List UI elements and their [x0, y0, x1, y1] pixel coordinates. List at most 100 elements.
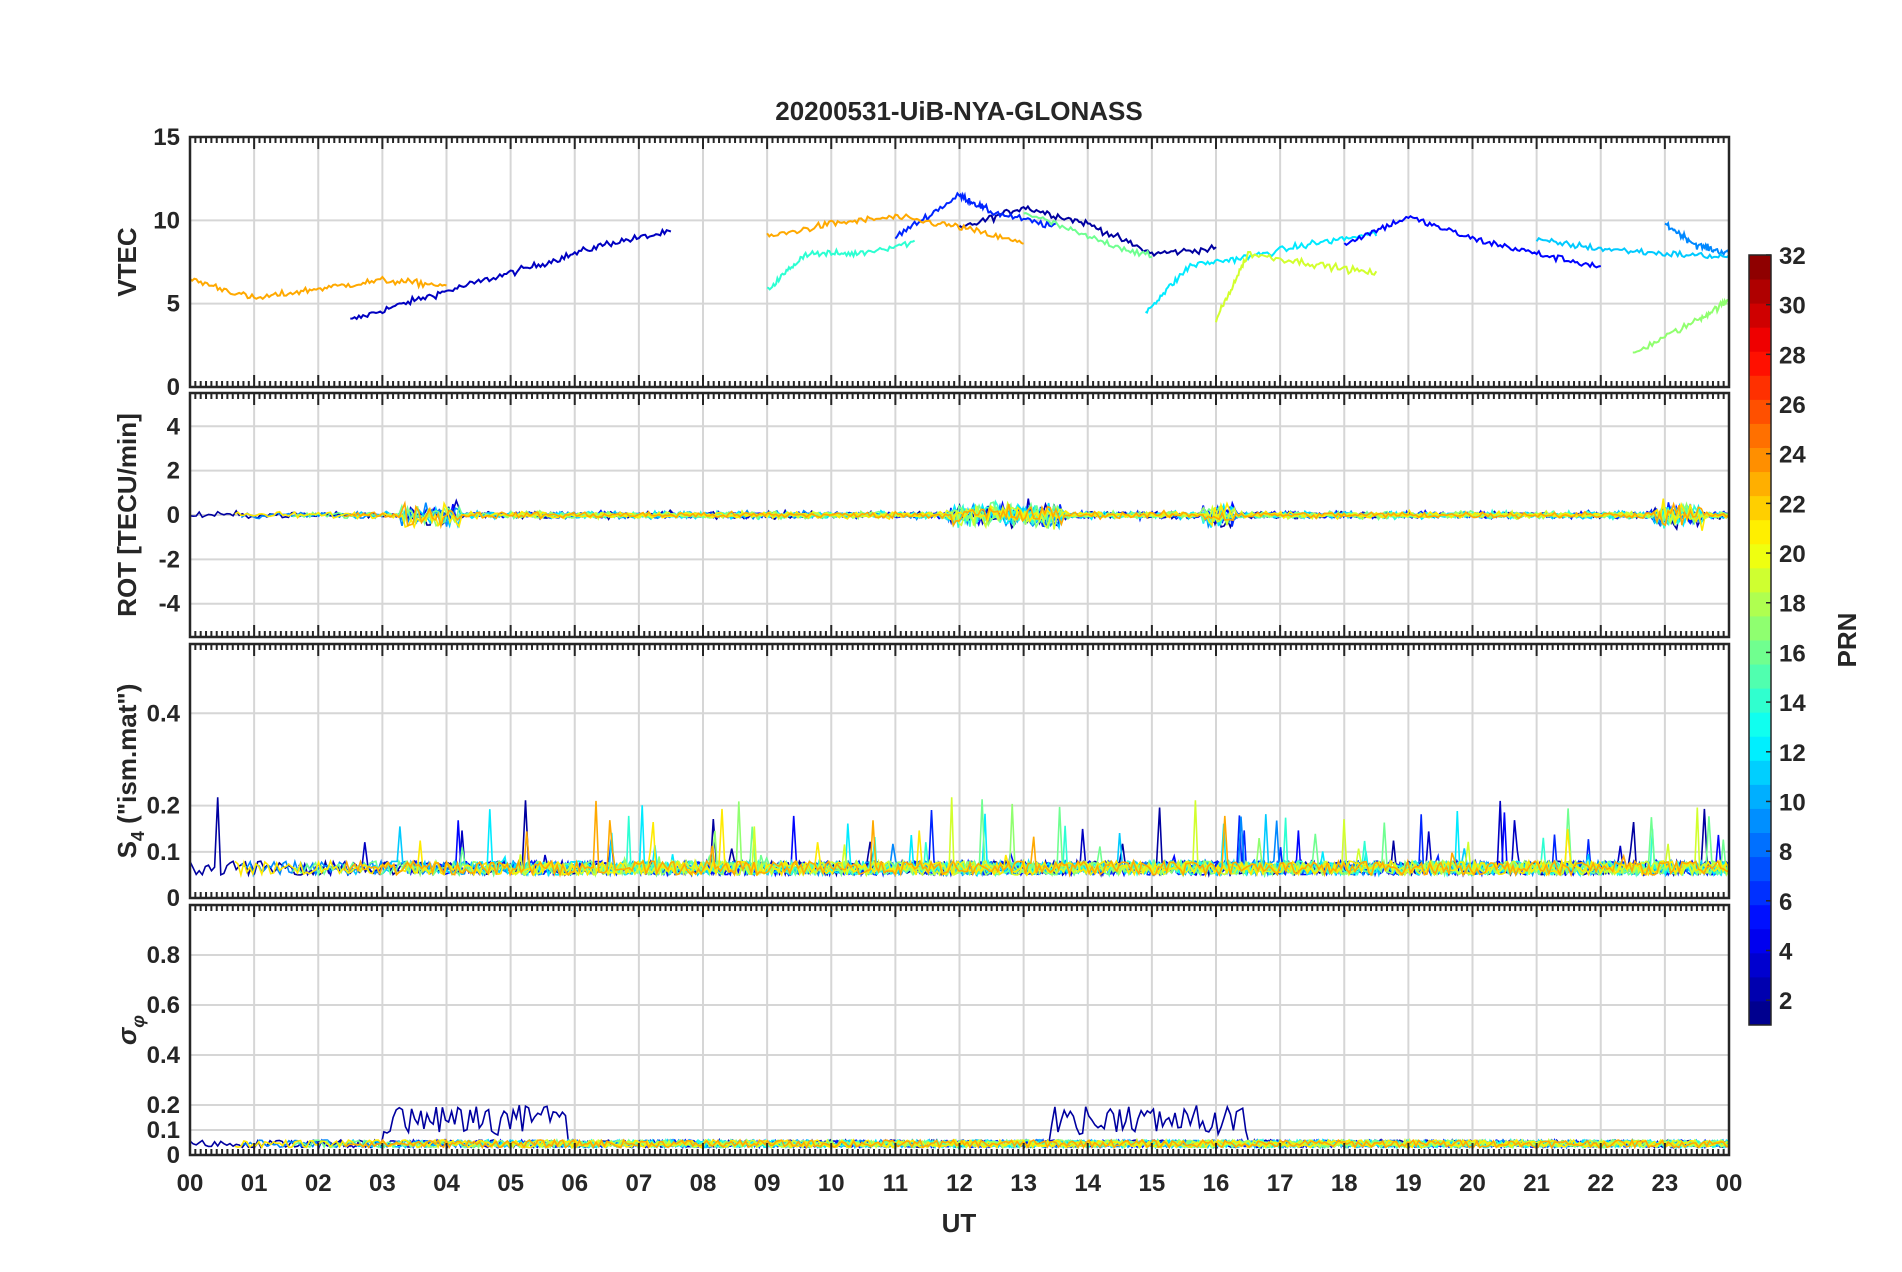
x-tick-label: 16 [1203, 1170, 1230, 1197]
colorbar-swatch [1749, 567, 1771, 593]
colorbar-tick-label: 20 [1779, 541, 1806, 568]
colorbar-frame [1748, 254, 1772, 1026]
panel-rot: -4 -2 0 2 4 ROT [TECU/min] [112, 391, 1731, 639]
series-prn-21 [234, 1138, 1729, 1150]
colorbar-swatch [1749, 760, 1771, 785]
colorbar-swatch [1749, 255, 1771, 280]
colorbar-tick-label: 24 [1779, 442, 1806, 469]
colorbar-swatch [1749, 375, 1771, 400]
series-prn-23 [190, 275, 447, 301]
x-tick-label: 19 [1395, 1170, 1422, 1197]
colorbar-swatch [1749, 1000, 1771, 1026]
colorbar-swatch [1749, 640, 1771, 665]
series-prn-3 [350, 227, 672, 321]
x-tick-label: 22 [1587, 1170, 1614, 1197]
series-prn-23 [343, 500, 1729, 530]
y-axis-label-vtec: VTEC [112, 227, 142, 297]
y-tick-label: 0 [167, 885, 180, 912]
series-prn-21 [234, 808, 1729, 878]
colorbar-swatch [1749, 784, 1771, 809]
colorbar-swatch [1749, 928, 1771, 954]
y-tick-label: 0 [167, 374, 180, 401]
x-tick-label: 11 [883, 1170, 908, 1197]
x-tick-label: 03 [369, 1170, 396, 1197]
colorbar-tick-label: 14 [1779, 690, 1806, 717]
colorbar-swatch [1749, 712, 1771, 737]
colorbar-swatch [1749, 664, 1771, 689]
y-axis-label-rot: ROT [TECU/min] [112, 413, 142, 617]
colorbar-tick-label: 10 [1779, 789, 1806, 816]
y-tick-label: 0.8 [147, 942, 180, 969]
colorbar-swatch [1749, 952, 1771, 978]
x-tick-label: 14 [1074, 1170, 1101, 1197]
series-prn-6 [894, 191, 1057, 240]
y-tick-label: 10 [153, 207, 180, 234]
x-tick-label: 12 [946, 1170, 973, 1197]
series-group [190, 797, 1729, 878]
colorbar-tick-label: 18 [1779, 591, 1806, 618]
series-prn-16 [1023, 212, 1153, 259]
x-axis: 00 01 02 03 04 05 06 07 08 09 10 11 12 13 14 15 16 17 18 19… [177, 1170, 1743, 1197]
x-tick-label: 10 [818, 1170, 845, 1197]
colorbar-swatch [1749, 543, 1771, 569]
colorbar-tick-label: 22 [1779, 491, 1806, 518]
colorbar-swatch [1749, 327, 1771, 352]
series-prn-17 [1632, 297, 1729, 354]
colorbar-swatch [1749, 615, 1771, 641]
y-axis-label-s4: S4 ("ism.mat") [112, 684, 148, 859]
y-tick-label: -4 [159, 591, 181, 618]
y-tick-label: 0.2 [147, 1092, 180, 1119]
y-tick-label: 0 [167, 1142, 180, 1169]
colorbar-tick-label: 8 [1779, 839, 1792, 866]
chart-title: 20200531-UiB-NYA-GLONASS [775, 96, 1143, 126]
x-tick-label: 21 [1523, 1170, 1550, 1197]
y-tick-label: 5 [167, 291, 180, 318]
colorbar-swatch [1749, 351, 1771, 376]
colorbar-tick-label: 26 [1779, 392, 1806, 419]
series-prn-19 [1215, 251, 1378, 323]
colorbar-swatch [1749, 688, 1771, 713]
x-tick-label: 09 [754, 1170, 781, 1197]
colorbar-swatch [1749, 832, 1771, 858]
colorbar-swatch [1749, 880, 1771, 906]
series-prn-9 [1664, 220, 1729, 257]
y-tick-label: 0.1 [147, 839, 180, 866]
x-tick-label: 15 [1139, 1170, 1166, 1197]
y-tick-label: 0 [167, 502, 180, 529]
x-tick-label: 05 [497, 1170, 524, 1197]
colorbar-tick-label: 28 [1779, 342, 1806, 369]
panel-vtec: 0 5 10 15 VTEC [112, 124, 1731, 401]
series-prn-11 [1535, 236, 1729, 260]
x-tick-label: 08 [690, 1170, 717, 1197]
colorbar-swatch [1749, 423, 1771, 448]
x-tick-label: 17 [1267, 1170, 1294, 1197]
colorbar-swatch [1749, 519, 1771, 545]
x-tick-label: 13 [1010, 1170, 1037, 1197]
series-prn-23 [766, 213, 1024, 245]
series-prn-23 [343, 800, 1729, 878]
colorbar-tick-label: 6 [1779, 889, 1792, 916]
colorbar-tick-label: 4 [1779, 938, 1793, 965]
x-axis-label: UT [942, 1208, 977, 1238]
colorbar-swatch [1749, 591, 1771, 617]
series-prn-12 [1145, 230, 1378, 314]
panel-s4: 0 0.1 0.2 0.4S4 ("ism.mat") [112, 642, 1731, 912]
y-tick-label: 15 [153, 124, 180, 151]
colorbar-tick-label: 16 [1779, 640, 1806, 667]
y-axis-label-sigma_phi: σφ [112, 1015, 148, 1045]
series-prn-23 [343, 1138, 1729, 1150]
series-prn-5 [1343, 214, 1602, 269]
colorbar-swatch [1749, 976, 1771, 1002]
y-tick-label: 0.1 [147, 1117, 180, 1144]
x-tick-label: 04 [433, 1170, 460, 1197]
colorbar-swatch [1749, 471, 1771, 497]
series-group [190, 191, 1729, 354]
colorbar-swatch [1749, 856, 1771, 882]
x-tick-label: 02 [305, 1170, 332, 1197]
x-tick-label: 07 [626, 1170, 653, 1197]
y-tick-label: -2 [159, 546, 180, 573]
y-tick-label: 0.4 [147, 700, 181, 727]
x-tick-label: 20 [1459, 1170, 1486, 1197]
